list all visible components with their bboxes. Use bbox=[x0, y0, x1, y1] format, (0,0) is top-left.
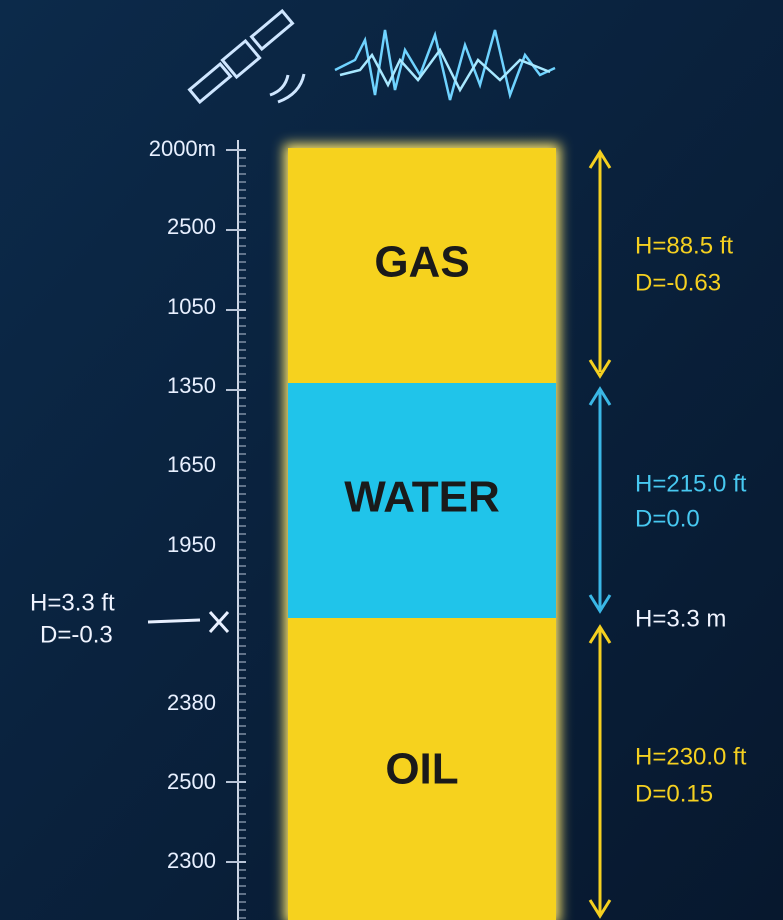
annotation: D=-0.63 bbox=[635, 269, 721, 296]
marker-arrow bbox=[148, 620, 200, 622]
marker-text: H=3.3 ft bbox=[30, 589, 115, 616]
depth-label: 2500 bbox=[167, 769, 216, 794]
annotation: H=88.5 ft bbox=[635, 232, 733, 259]
contact-label: H=3.3 m bbox=[635, 605, 726, 632]
depth-label: 2300 bbox=[167, 848, 216, 873]
layer-label: WATER bbox=[344, 473, 500, 522]
depth-label: 2500 bbox=[167, 214, 216, 239]
layer-label: OIL bbox=[385, 745, 458, 794]
depth-label: 1350 bbox=[167, 373, 216, 398]
marker-text: D=-0.3 bbox=[40, 621, 113, 648]
layer-label: GAS bbox=[374, 238, 469, 287]
depth-label: 1050 bbox=[167, 294, 216, 319]
depth-label: 2380 bbox=[167, 690, 216, 715]
annotation: H=215.0 ft bbox=[635, 470, 747, 497]
depth-label: 1650 bbox=[167, 452, 216, 477]
column: GAS WATER OIL bbox=[284, 144, 560, 920]
depth-label: 1950 bbox=[167, 532, 216, 557]
depth-label: 2000m bbox=[149, 136, 216, 161]
annotation: D=0.0 bbox=[635, 505, 700, 532]
diagram: 2000m 2500 1050 1350 1650 1950 2380 2500… bbox=[0, 0, 783, 920]
annotation: D=0.15 bbox=[635, 780, 713, 807]
annotation: H=230.0 ft bbox=[635, 743, 747, 770]
